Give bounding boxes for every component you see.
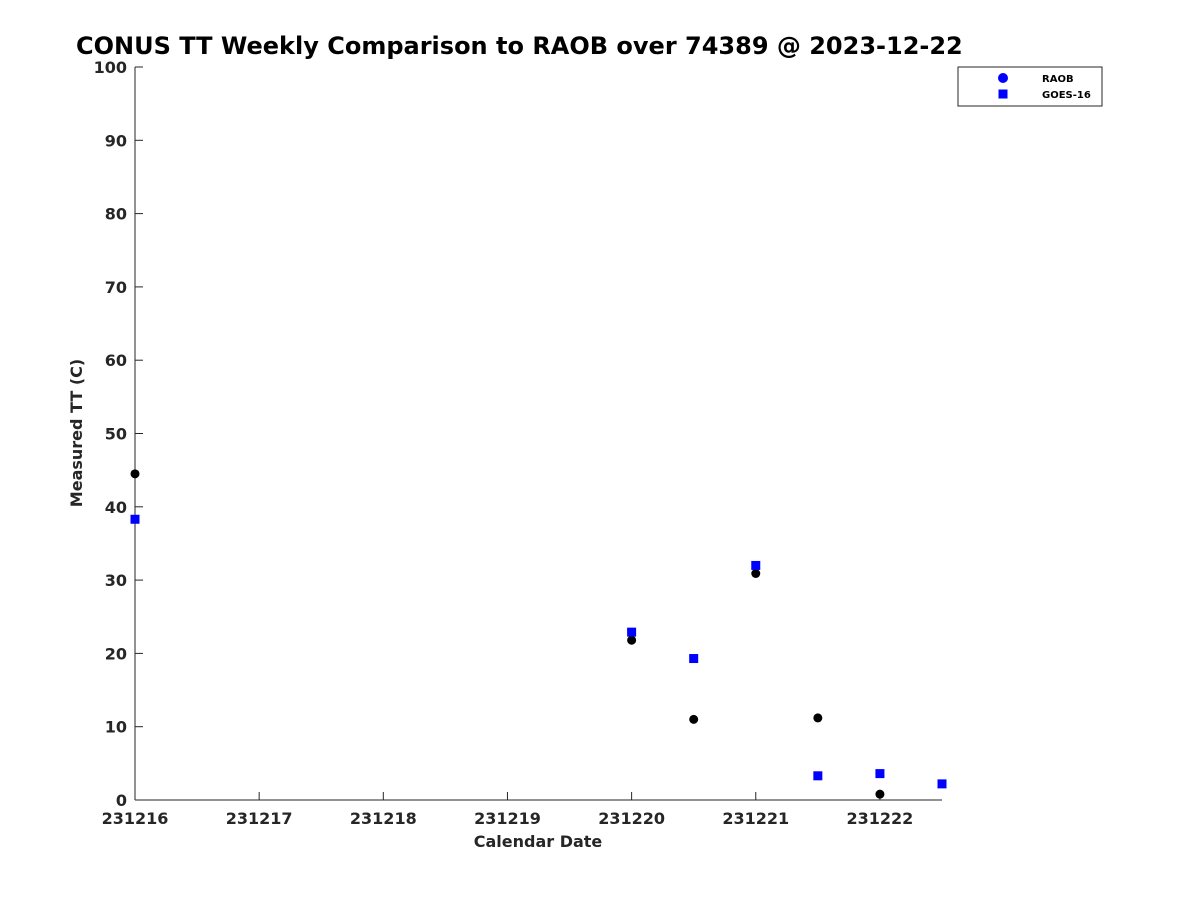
y-tick-label: 80 (105, 205, 127, 224)
raob-point (130, 469, 140, 479)
y-ticks: 0 10 20 30 40 50 60 70 80 90 100 (94, 58, 143, 810)
x-tick-label: 231216 (102, 809, 169, 828)
goes16-point (875, 769, 885, 779)
raob-point (875, 789, 885, 799)
goes16-point (937, 779, 947, 789)
y-tick-label: 30 (105, 571, 127, 590)
x-tick-label: 231219 (474, 809, 541, 828)
goes16-point (751, 560, 761, 570)
x-tick-label: 231218 (350, 809, 417, 828)
raob-point (813, 713, 823, 723)
x-tick-label: 231220 (598, 809, 665, 828)
data-points (130, 469, 947, 799)
y-tick-label: 50 (105, 425, 127, 444)
x-ticks: 231216 231217 231218 231219 231220 231221 2312… (102, 792, 914, 828)
legend: RAOB GOES-16 (957, 66, 1103, 107)
legend-box (957, 66, 1103, 107)
chart-title: CONUS TT Weekly Comparison to RAOB over … (76, 32, 963, 60)
plot-axes (134, 67, 942, 801)
y-tick-label: 90 (105, 131, 127, 150)
goes16-point (130, 514, 140, 524)
legend-marker-goes16 (998, 89, 1008, 99)
legend-marker-raob (998, 73, 1008, 83)
y-tick-label: 40 (105, 498, 127, 517)
y-tick-label: 70 (105, 278, 127, 297)
goes16-point (813, 771, 823, 781)
x-axis-label: Calendar Date (474, 832, 603, 851)
x-tick-label: 231222 (847, 809, 914, 828)
raob-point (689, 714, 699, 724)
goes16-point (689, 654, 699, 664)
y-tick-label: 100 (94, 58, 127, 77)
x-tick-label: 231221 (722, 809, 789, 828)
y-tick-label: 20 (105, 644, 127, 663)
legend-label: GOES-16 (1042, 90, 1091, 101)
y-tick-label: 60 (105, 351, 127, 370)
raob-point (751, 569, 761, 579)
y-tick-label: 0 (116, 791, 127, 810)
legend-label: RAOB (1042, 74, 1074, 85)
y-axis-label: Measured TT (C) (67, 359, 86, 507)
x-tick-label: 231217 (226, 809, 293, 828)
y-tick-label: 10 (105, 718, 127, 737)
goes16-point (627, 627, 637, 637)
raob-point (627, 635, 637, 645)
